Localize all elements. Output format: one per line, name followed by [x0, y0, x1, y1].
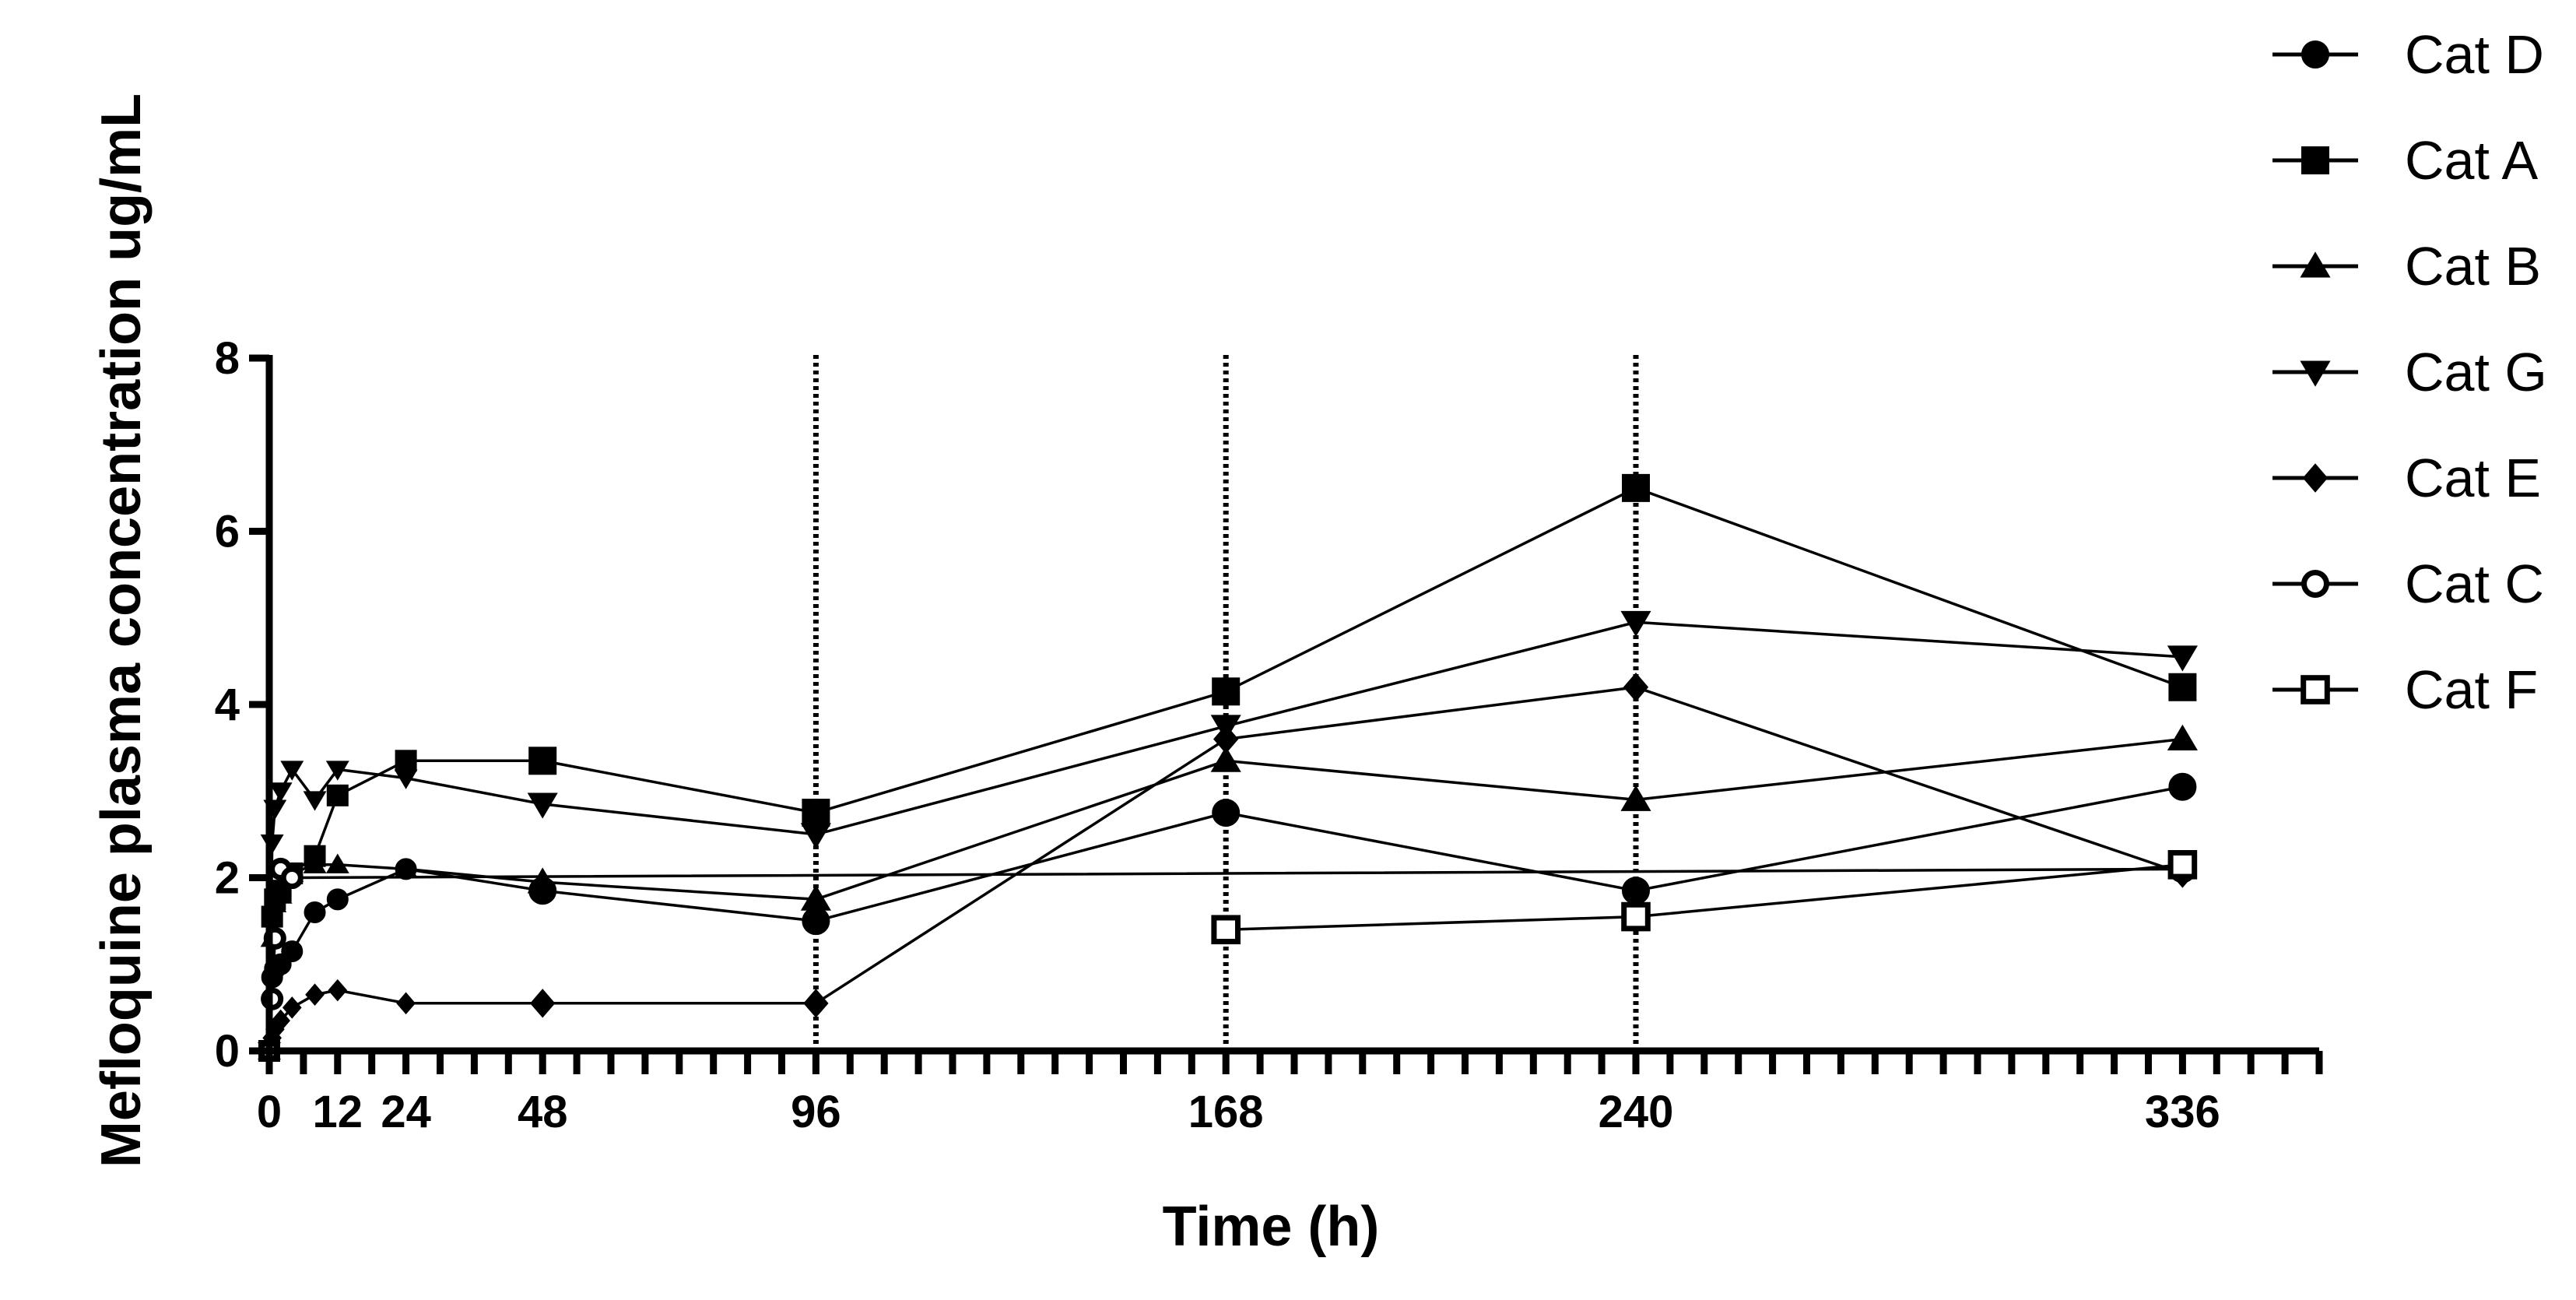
data-point — [1213, 724, 1239, 754]
data-point — [527, 792, 558, 819]
legend-marker — [2300, 360, 2331, 387]
data-point — [530, 989, 556, 1018]
data-point — [394, 858, 418, 878]
data-point — [802, 799, 830, 827]
data-point — [280, 761, 304, 781]
data-point — [268, 782, 293, 803]
legend: Cat D Cat A Cat B Cat G Cat E Cat C Cat F — [2272, 24, 2547, 720]
legend-item-cat-f: Cat F — [2272, 659, 2538, 720]
data-point — [395, 750, 417, 772]
data-point — [396, 992, 416, 1015]
data-point — [281, 940, 304, 963]
x-tick-label: 336 — [2145, 1087, 2220, 1137]
x-tick-label: 48 — [518, 1087, 568, 1137]
x-tick-label: 0 — [257, 1087, 282, 1137]
x-tick-label: 168 — [1188, 1087, 1264, 1137]
y-tick-label: 2 — [215, 853, 240, 904]
y-axis-title: Mefloquine plasma concentration ug/mL — [90, 93, 153, 1168]
legend-label: Cat A — [2405, 130, 2539, 191]
data-point — [2167, 724, 2198, 750]
data-point — [325, 761, 349, 781]
legend-item-cat-c: Cat C — [2272, 553, 2544, 614]
data-point — [282, 996, 302, 1019]
legend-label: Cat C — [2405, 553, 2544, 614]
data-point — [1212, 799, 1241, 827]
legend-label: Cat E — [2405, 448, 2541, 508]
data-point — [803, 989, 829, 1018]
x-tick-label: 96 — [791, 1087, 841, 1137]
data-point — [527, 867, 558, 894]
data-point — [1212, 677, 1241, 706]
legend-marker — [2301, 40, 2329, 69]
data-point — [528, 747, 557, 775]
x-tick-label: 240 — [1599, 1087, 1674, 1137]
data-point — [800, 884, 831, 911]
data-point — [2168, 772, 2197, 801]
x-tick-label: 24 — [381, 1087, 431, 1137]
legend-marker — [2302, 463, 2329, 493]
data-point — [1620, 610, 1651, 638]
data-point — [325, 853, 349, 873]
data-point — [1621, 901, 1651, 932]
y-tick-label: 4 — [215, 680, 240, 730]
data-point — [2167, 645, 2198, 672]
data-point — [394, 769, 418, 789]
series-line — [268, 866, 2183, 1052]
data-point — [1622, 473, 1650, 502]
legend-marker — [2301, 570, 2329, 598]
data-point — [1622, 877, 1650, 905]
data-point — [268, 884, 293, 904]
legend-label: Cat B — [2405, 236, 2541, 297]
data-point — [271, 1009, 290, 1032]
legend-marker — [2301, 675, 2330, 704]
y-tick-label: 8 — [215, 333, 240, 384]
data-point — [280, 866, 304, 890]
legend-label: Cat D — [2405, 24, 2544, 85]
data-point — [800, 823, 831, 849]
series-line — [1226, 863, 2183, 932]
data-point — [305, 983, 325, 1006]
legend-label: Cat F — [2405, 659, 2538, 720]
x-tick-label: 12 — [313, 1087, 363, 1137]
legend-item-cat-a: Cat A — [2272, 130, 2539, 191]
legend-marker — [2300, 251, 2331, 278]
legend-item-cat-d: Cat D — [2272, 24, 2544, 85]
data-point — [1210, 746, 1241, 772]
x-axis-title: Time (h) — [1163, 1196, 1380, 1258]
legend-item-cat-e: Cat E — [2272, 448, 2541, 508]
data-point — [304, 901, 326, 923]
y-tick-label: 0 — [215, 1026, 240, 1077]
legend-label: Cat G — [2405, 342, 2547, 402]
data-point — [303, 791, 327, 811]
legend-item-cat-g: Cat G — [2272, 342, 2547, 402]
data-point — [1211, 915, 1241, 945]
data-point — [2167, 850, 2198, 880]
y-tick-label: 6 — [215, 507, 240, 557]
data-point — [2168, 673, 2197, 701]
data-point — [1623, 673, 1649, 702]
data-point — [802, 907, 830, 936]
data-point — [326, 784, 349, 806]
series-cat-b — [258, 724, 2198, 1060]
data-point — [328, 979, 348, 1002]
data-point — [303, 853, 327, 873]
legend-item-cat-b: Cat B — [2272, 236, 2541, 297]
legend-marker — [2301, 146, 2329, 174]
data-point — [326, 888, 349, 911]
series-cat-f — [1211, 850, 2198, 945]
series-layer — [258, 473, 2198, 1063]
data-point — [1620, 785, 1651, 811]
